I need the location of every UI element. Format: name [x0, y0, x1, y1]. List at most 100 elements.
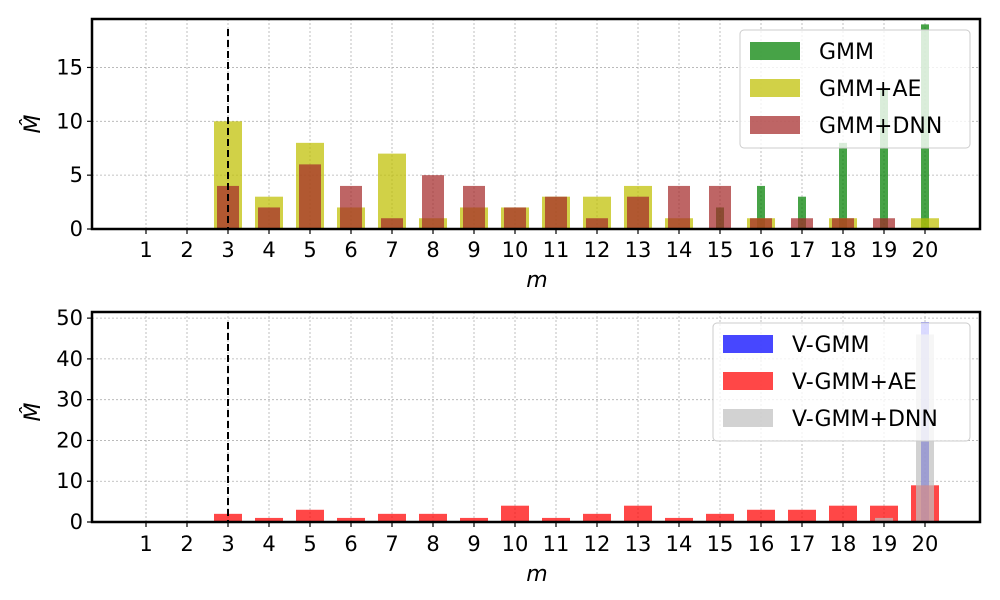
legend-box [712, 322, 971, 442]
x-tick-label: 14 [666, 238, 693, 262]
x-tick-label: 1 [139, 532, 152, 556]
y-tick-label: 5 [70, 163, 83, 187]
bar-gmm [839, 142, 847, 229]
x-tick-label: 9 [467, 532, 480, 556]
bar-gmm-dnn [709, 185, 731, 229]
x-tick-label: 10 [502, 532, 529, 556]
y-tick-label: 20 [56, 428, 83, 452]
x-tick-label: 18 [830, 238, 857, 262]
x-tick-label: 16 [748, 532, 775, 556]
bar-gmm-dnn [299, 164, 321, 229]
bar-gmm-dnn [381, 218, 403, 229]
y-tick-label: 10 [56, 109, 83, 133]
bar-v-gmm-ae [788, 509, 816, 522]
legend-label: GMM+AE [819, 77, 921, 102]
bar-v-gmm-ae [747, 509, 775, 522]
bar-v-gmm-ae [337, 517, 365, 522]
bar-gmm-dnn [586, 218, 608, 229]
x-axis-label: m [526, 268, 547, 293]
x-tick-label: 15 [707, 238, 734, 262]
x-tick-label: 7 [385, 238, 398, 262]
legend-label: V-GMM [792, 333, 870, 358]
x-tick-label: 20 [912, 532, 939, 556]
y-axis-label: M̂ [20, 114, 46, 133]
x-tick-label: 12 [584, 238, 611, 262]
bar-v-gmm-ae [542, 517, 570, 522]
bar-gmm-dnn [832, 218, 854, 229]
bar-gmm-dnn [545, 196, 567, 229]
bar-gmm [798, 196, 806, 229]
legend-swatch [723, 409, 773, 427]
x-axis-label: m [526, 562, 547, 587]
legend-label: V-GMM+AE [792, 370, 917, 395]
bar-v-gmm-dnn [875, 517, 893, 522]
bar-gmm-ae [911, 218, 939, 229]
x-tick-label: 2 [180, 532, 193, 556]
bar-gmm-dnn [422, 175, 444, 229]
legend-swatch [723, 335, 773, 353]
y-tick-label: 15 [56, 55, 83, 79]
x-tick-label: 4 [262, 532, 275, 556]
bar-v-gmm-ae [624, 505, 652, 522]
x-tick-label: 7 [385, 532, 398, 556]
bar-v-gmm-ae [214, 513, 242, 522]
legend-label: GMM+DNN [819, 114, 942, 139]
bar-gmm-dnn [463, 185, 485, 229]
bar-v-gmm-ae [460, 517, 488, 522]
x-tick-label: 4 [262, 238, 275, 262]
bar-gmm-dnn [627, 196, 649, 229]
x-tick-label: 18 [830, 532, 857, 556]
bar-v-gmm-ae [419, 513, 447, 522]
bar-v-gmm-ae [501, 505, 529, 522]
x-tick-label: 10 [502, 238, 529, 262]
x-tick-label: 12 [584, 532, 611, 556]
y-tick-label: 40 [56, 347, 83, 371]
x-tick-label: 13 [625, 532, 652, 556]
y-tick-label: 0 [70, 217, 83, 241]
bar-gmm-dnn [504, 207, 526, 229]
x-tick-label: 2 [180, 238, 193, 262]
x-tick-label: 5 [303, 532, 316, 556]
x-tick-label: 8 [426, 238, 439, 262]
bar-gmm-dnn [750, 218, 772, 229]
chart-panel-1: 1 2 3 4 5 6 7 8 9 10 11 12 13 14 15 16 17 18 19 20051015mM̂… [20, 17, 982, 293]
bar-v-gmm-ae [378, 513, 406, 522]
bar-gmm-dnn [258, 207, 280, 229]
plot-frame [90, 17, 982, 231]
x-tick-label: 15 [707, 532, 734, 556]
x-tick-label: 1 [139, 238, 152, 262]
bar-gmm-dnn [873, 218, 895, 229]
legend-swatch [750, 42, 800, 60]
x-tick-label: 3 [221, 238, 234, 262]
bar-v-gmm-ae [829, 505, 857, 522]
y-tick-label: 10 [56, 469, 83, 493]
x-tick-label: 16 [748, 238, 775, 262]
legend-swatch [723, 372, 773, 390]
legend-label: V-GMM+DNN [792, 407, 938, 432]
bar-gmm [757, 185, 765, 229]
x-tick-label: 20 [912, 238, 939, 262]
bar-gmm [880, 89, 888, 229]
bar-v-gmm-ae [296, 509, 324, 522]
chart-panel-2: 1 2 3 4 5 6 7 8 9 10 11 12 13 14 15 16 17 18 19 20010203040… [20, 306, 982, 587]
legend-swatch [750, 79, 800, 97]
x-tick-label: 11 [543, 532, 570, 556]
y-tick-label: 50 [56, 306, 83, 330]
x-tick-label: 8 [426, 532, 439, 556]
y-tick-label: 0 [70, 510, 83, 534]
bar-v-gmm-ae [665, 517, 693, 522]
x-tick-label: 17 [789, 532, 816, 556]
x-tick-label: 6 [344, 532, 357, 556]
x-tick-label: 19 [871, 532, 898, 556]
bar-gmm-dnn [668, 185, 690, 229]
x-tick-label: 17 [789, 238, 816, 262]
y-axis-label: M̂ [20, 402, 46, 421]
bar-gmm-dnn [791, 218, 813, 229]
bar-v-gmm-ae [706, 513, 734, 522]
x-tick-label: 14 [666, 532, 693, 556]
x-tick-label: 3 [221, 532, 234, 556]
x-tick-label: 19 [871, 238, 898, 262]
bar-v-gmm-ae [583, 513, 611, 522]
